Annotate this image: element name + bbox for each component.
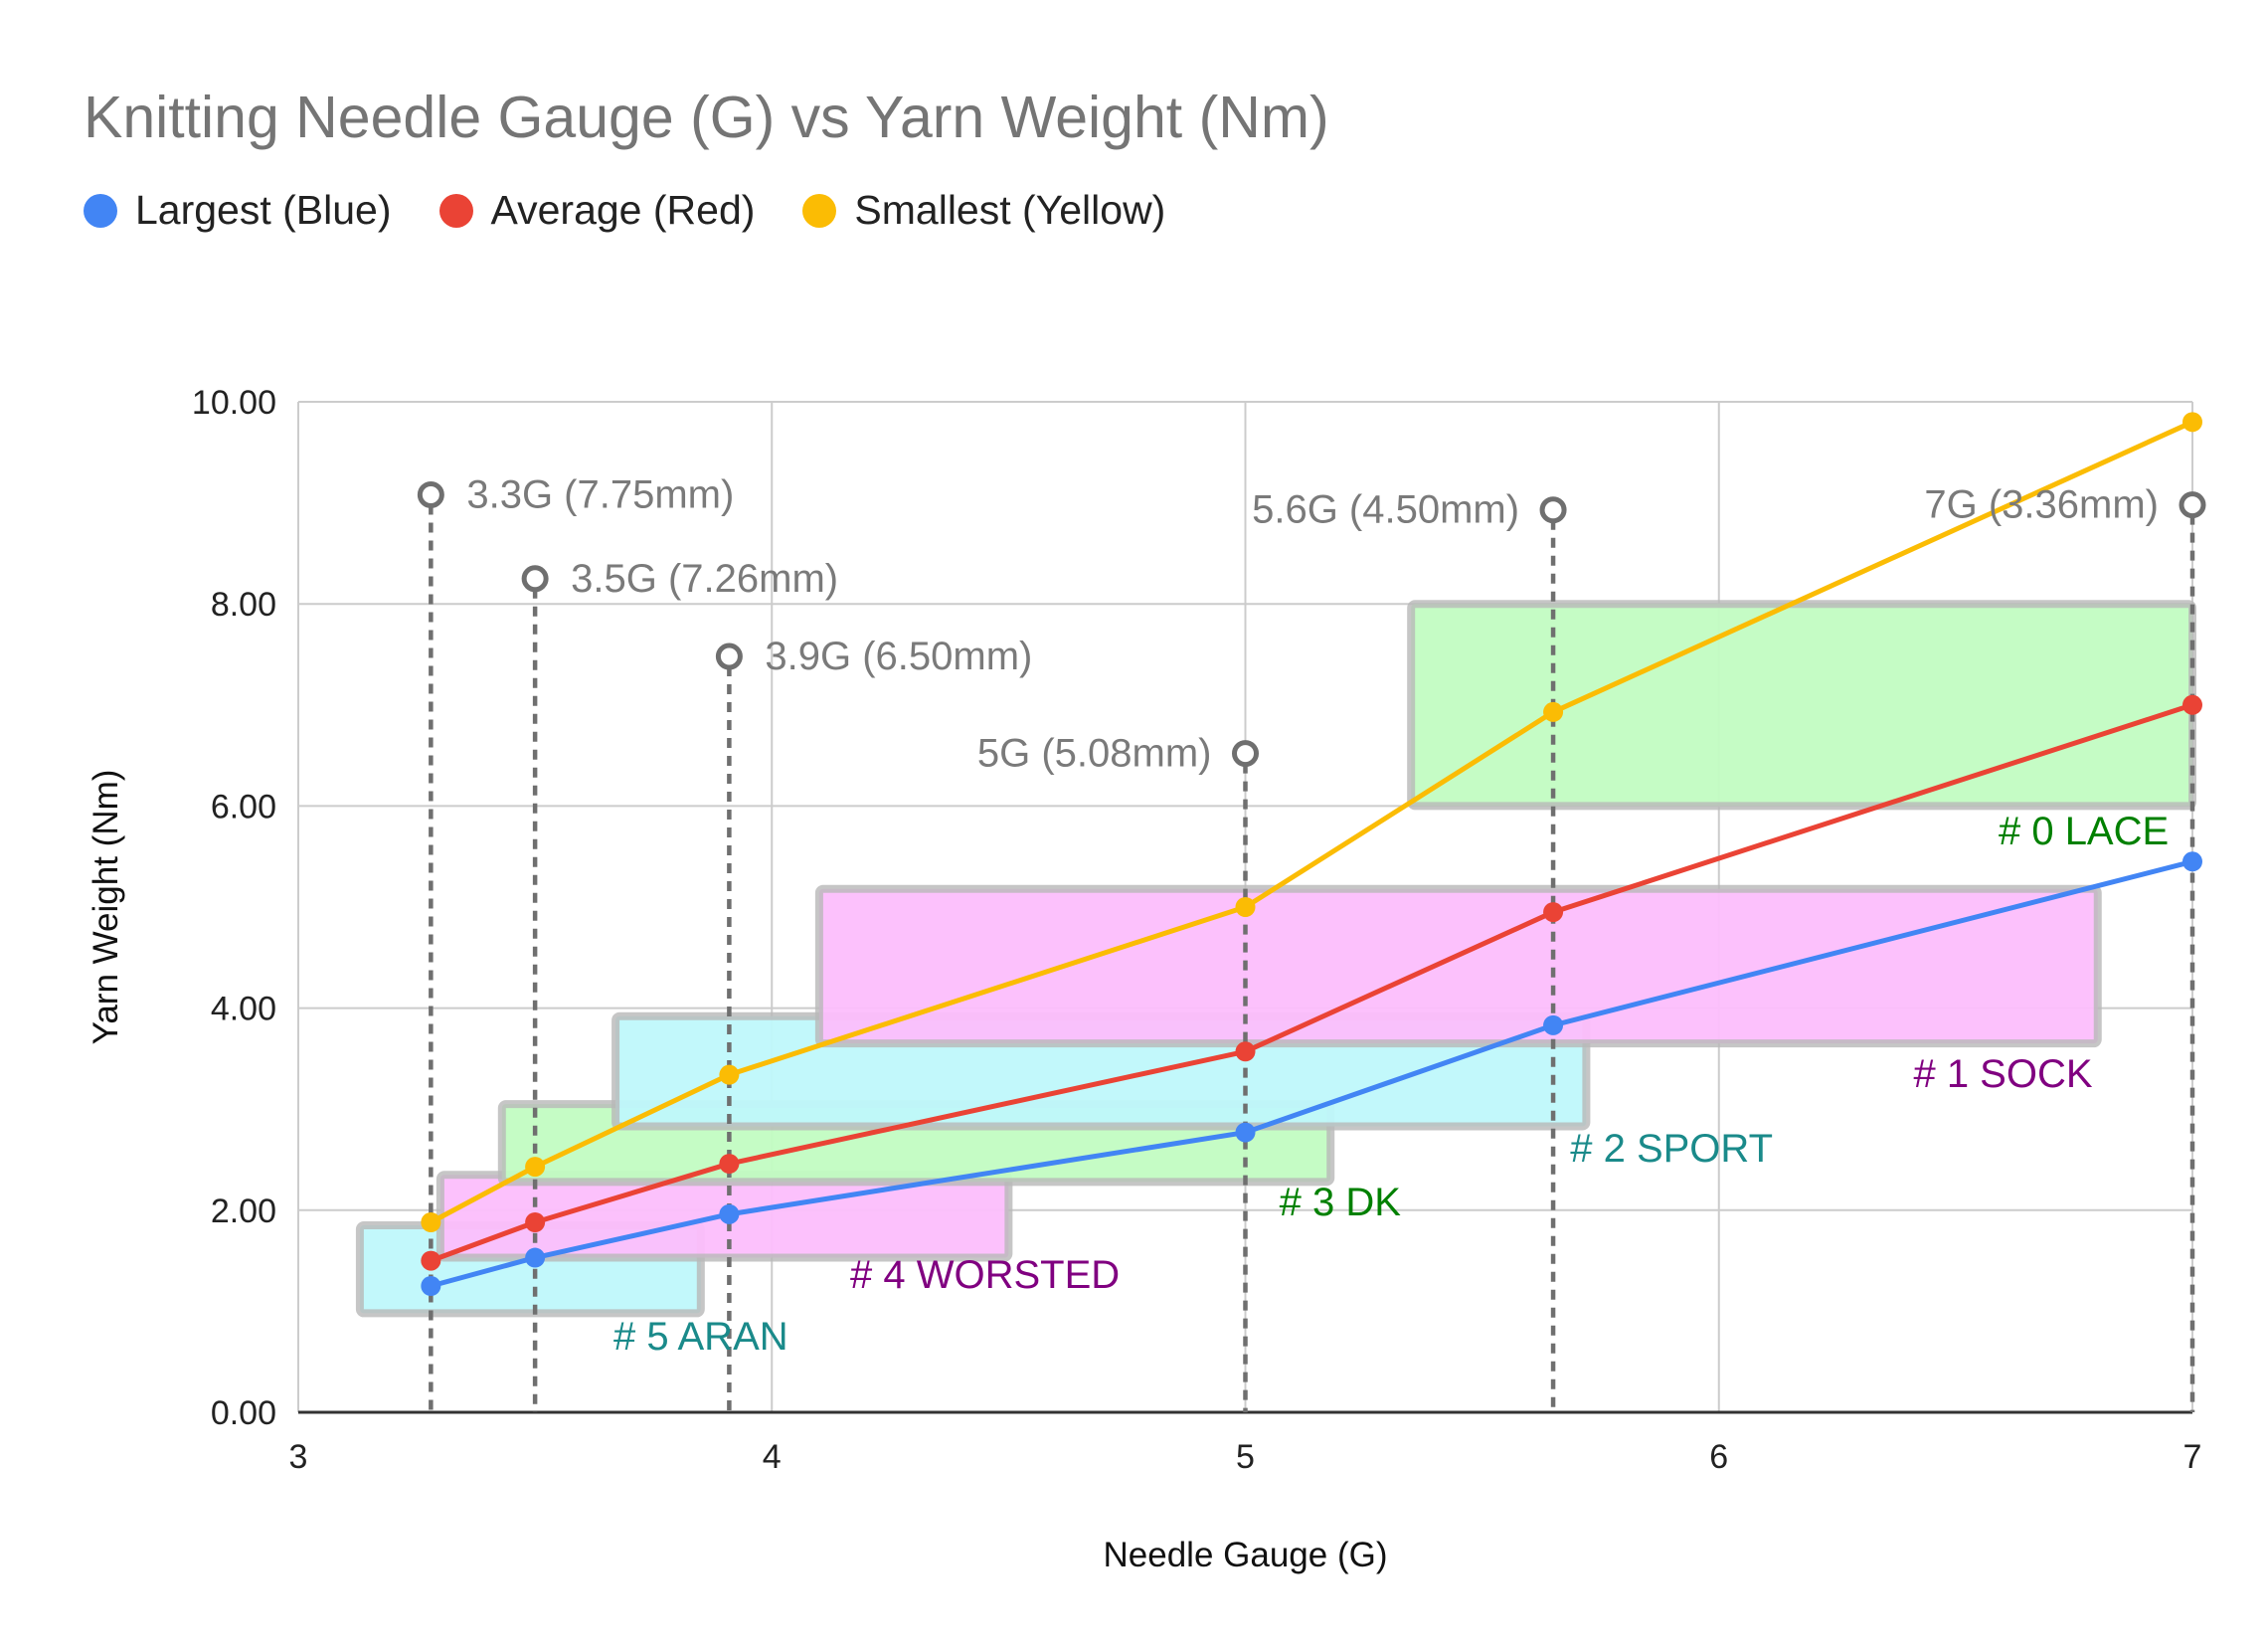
- series-point-2-3: [1235, 897, 1256, 917]
- series-line-2: [428, 419, 2195, 1225]
- series-point-1-1: [525, 1211, 546, 1232]
- series-layer: [421, 412, 2202, 1296]
- series-point-0-3: [1235, 1122, 1256, 1143]
- band-layer: [355, 600, 2196, 1318]
- weight-band-4: [814, 884, 2102, 1048]
- weight-band-5: [1407, 600, 2196, 811]
- series-point-2-5: [2182, 412, 2202, 433]
- series-point-1-4: [1543, 902, 1564, 923]
- x-tick-label: 5: [1236, 1438, 1255, 1476]
- weight-band-label-5: # 0 LACE: [1999, 810, 2169, 853]
- legend-dot-largest: [84, 193, 117, 228]
- needle-marker-2: [715, 642, 743, 670]
- needle-label-2: 3.9G (6.50mm): [765, 635, 1032, 678]
- legend-dot-smallest: [802, 193, 837, 228]
- series-point-1-3: [1235, 1041, 1256, 1062]
- series-point-1-0: [421, 1250, 441, 1271]
- needle-label-0: 3.3G (7.75mm): [466, 472, 734, 516]
- needle-marker-4: [1539, 496, 1567, 524]
- axis-layer: 3 4 5 6 7 0.00 2.00 4.00 6.00 8.00 10.00 Needle Gau…: [87, 384, 2201, 1574]
- y-tick-label: 10.00: [192, 384, 276, 422]
- series-point-0-0: [421, 1276, 441, 1296]
- y-axis-title: Yarn Weight (Nm): [87, 770, 125, 1045]
- needle-label-1: 3.5G (7.26mm): [571, 557, 838, 601]
- chart-title: Knitting Needle Gauge (G) vs Yarn Weight…: [84, 85, 1329, 150]
- series-point-0-1: [525, 1247, 546, 1268]
- x-tick-label: 4: [763, 1438, 782, 1476]
- legend-item-largest[interactable]: Largest (Blue): [84, 187, 392, 234]
- series-point-2-2: [719, 1064, 740, 1085]
- label-layer: # 5 ARAN # 4 WORSTED # 3 DK # 2 SPORT # 1 SO…: [466, 472, 2169, 1359]
- x-tick-label: 3: [289, 1438, 308, 1476]
- y-tick-label: 0.00: [211, 1394, 276, 1432]
- series-point-0-2: [719, 1203, 740, 1224]
- x-tick-label: 6: [1709, 1438, 1728, 1476]
- needle-marker-3: [1232, 740, 1259, 768]
- series-line-0: [428, 858, 2195, 1289]
- series-point-2-1: [525, 1157, 546, 1178]
- x-tick-label: 7: [2183, 1438, 2202, 1476]
- weight-band-label-3: # 2 SPORT: [1570, 1127, 1773, 1171]
- legend-item-smallest[interactable]: Smallest (Yellow): [802, 187, 1165, 234]
- y-tick-label: 6.00: [211, 788, 276, 825]
- legend-item-average[interactable]: Average (Red): [438, 187, 756, 234]
- legend-label-largest: Largest (Blue): [135, 187, 392, 233]
- legend-dot-average: [438, 193, 473, 228]
- y-tick-label: 2.00: [211, 1192, 276, 1230]
- needle-label-4: 5.6G (4.50mm): [1252, 488, 1519, 532]
- weight-band-label-2: # 3 DK: [1280, 1181, 1402, 1224]
- series-point-1-5: [2182, 694, 2202, 715]
- weight-band-label-1: # 4 WORSTED: [850, 1253, 1120, 1297]
- legend-label-smallest: Smallest (Yellow): [854, 187, 1166, 233]
- series-line-1: [428, 702, 2195, 1264]
- needle-marker-0: [417, 480, 444, 508]
- needle-marker-1: [521, 565, 549, 593]
- x-axis-title: Needle Gauge (G): [1104, 1536, 1388, 1574]
- legend: Largest (Blue) Average (Red) Smallest (Y…: [84, 187, 1213, 234]
- needle-marker-5: [2179, 491, 2206, 519]
- needle-label-3: 5G (5.08mm): [977, 732, 1212, 776]
- weight-band-label-4: # 1 SOCK: [1913, 1052, 2092, 1096]
- series-point-1-2: [719, 1154, 740, 1175]
- needle-label-5: 7G (3.36mm): [1924, 483, 2159, 527]
- legend-label-average: Average (Red): [490, 187, 756, 233]
- weight-band-label-0: # 5 ARAN: [613, 1315, 788, 1359]
- series-point-0-4: [1543, 1014, 1564, 1035]
- series-point-0-5: [2182, 851, 2202, 872]
- y-tick-label: 4.00: [211, 991, 276, 1028]
- series-point-2-4: [1543, 701, 1564, 722]
- y-tick-label: 8.00: [211, 586, 276, 624]
- series-point-2-0: [421, 1211, 441, 1232]
